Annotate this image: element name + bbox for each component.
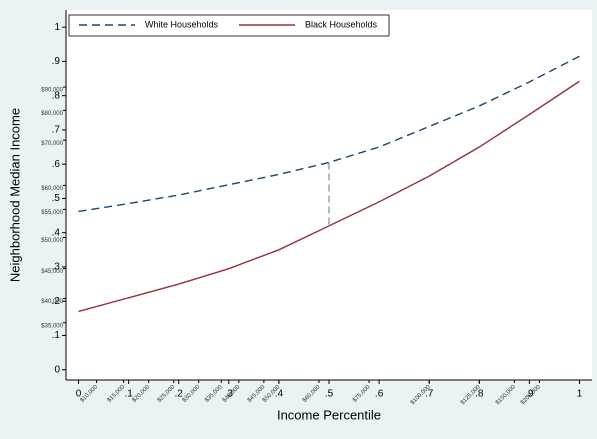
dollar-y-tick-label: $60,000	[41, 186, 63, 192]
dollar-y-tick-label: $90,000	[41, 88, 63, 94]
dollar-x-tick-label: $200,000	[520, 384, 542, 406]
dollar-x-tick-label: $75,000	[352, 384, 372, 404]
dollar-y-tick-label: $55,000	[41, 210, 63, 216]
legend-label: Black Households	[305, 19, 378, 29]
legend-box	[68, 14, 390, 37]
x-tick-label: .6	[375, 389, 384, 400]
x-tick-label: 1	[577, 389, 583, 400]
y-tick-label: .2	[52, 296, 61, 307]
x-axis-title: Income Percentile	[277, 407, 381, 422]
x-tick-label: .7	[425, 389, 434, 400]
dollar-x-tick-label: $10,000	[79, 384, 99, 404]
y-tick-label: .6	[52, 159, 61, 170]
x-tick-label: .4	[275, 389, 284, 400]
y-tick-label: .1	[52, 330, 61, 341]
y-tick-label: 0	[54, 364, 60, 375]
plot-area	[66, 10, 592, 380]
dollar-x-tick-label: $60,000	[302, 384, 322, 404]
dollar-x-tick-label: $20,000	[132, 384, 152, 404]
dollar-x-tick-label: $150,000	[495, 384, 517, 406]
x-tick-label: .2	[175, 389, 184, 400]
y-tick-label: .4	[52, 227, 61, 238]
x-tick-label: .9	[525, 389, 534, 400]
x-tick-label: .8	[475, 389, 484, 400]
dollar-y-tick-label: $50,000	[41, 238, 63, 244]
y-tick-label: .7	[52, 125, 61, 136]
dollar-y-tick-label: $80,000	[41, 111, 63, 117]
y-tick-label: .5	[52, 193, 61, 204]
dollar-y-tick-label: $40,000	[41, 299, 63, 305]
y-tick-label: .8	[52, 90, 61, 101]
dollar-y-tick-label: $70,000	[41, 141, 63, 147]
y-tick-label: .9	[52, 56, 61, 67]
y-tick-label: 1	[54, 22, 60, 33]
legend-label: White Households	[145, 19, 219, 29]
dollar-x-tick-label: $35,000	[204, 384, 224, 404]
x-tick-label: .3	[225, 389, 234, 400]
y-axis-title: Neighborhood Median Income	[7, 108, 22, 282]
x-tick-label: 0	[76, 389, 82, 400]
dollar-y-tick-label: $45,000	[41, 269, 63, 275]
x-tick-label: .1	[124, 389, 133, 400]
x-tick-label: .5	[325, 389, 334, 400]
series-line	[78, 55, 580, 213]
y-tick-label: .3	[52, 262, 61, 273]
dollar-x-tick-label: $30,000	[182, 384, 202, 404]
series-line	[78, 80, 580, 313]
dollar-y-tick-label: $35,000	[41, 323, 63, 329]
